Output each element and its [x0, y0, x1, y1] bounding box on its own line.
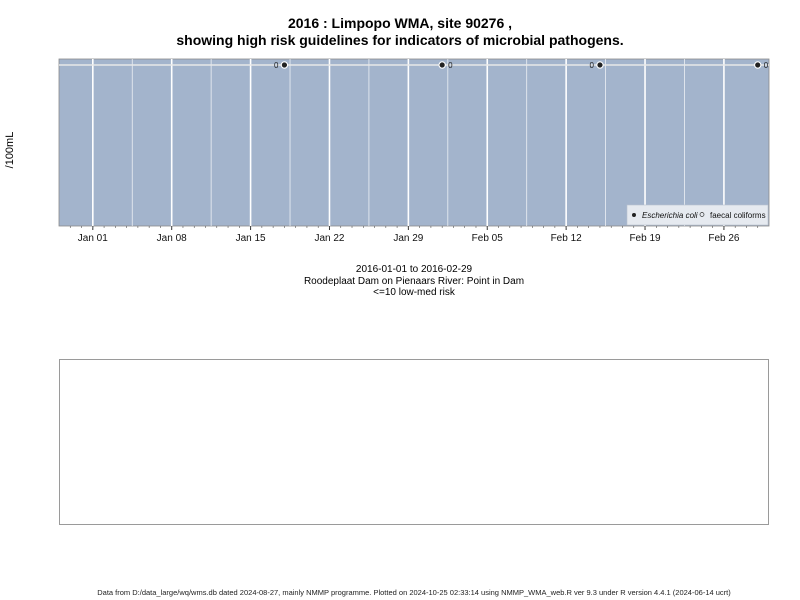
point-value-label: 0	[589, 61, 594, 70]
point-value-label: 0	[448, 61, 453, 70]
faecal-coliform-point	[438, 61, 446, 69]
faecal-coliform-point	[754, 61, 762, 69]
faecal-coliform-point	[280, 61, 289, 69]
legend-label-e-coli: Escherichia coli	[642, 211, 698, 220]
chart-title-line1: 2016 : Limpopo WMA, site 90276 ,	[287, 15, 513, 31]
x-axis: Jan 01 Jan 08 Jan 15 Jan 22 Jan 29 Feb 05 Feb …	[69, 226, 759, 244]
major-gridlines	[59, 59, 769, 226]
footer-note: Data from D:/data_large/wq/wms.db dated …	[97, 588, 731, 597]
x-tick-label: Jan 22	[314, 233, 344, 244]
e-coli-point	[439, 62, 445, 68]
x-tick-label: Jan 08	[157, 233, 187, 244]
data-points: 0 0 0 0	[274, 61, 769, 70]
x-tick-label: Jan 29	[393, 233, 423, 244]
e-coli-point	[755, 62, 761, 68]
x-tick-label: Jan 01	[78, 233, 108, 244]
legend-box	[626, 204, 769, 226]
point-value-label: 0	[274, 61, 279, 70]
x-tick-label: Feb 26	[708, 233, 740, 244]
empty-chart-panel	[59, 359, 769, 525]
x-tick-label: Jan 15	[236, 233, 266, 244]
e-coli-point	[281, 62, 288, 68]
legend-key-e-coli	[632, 213, 636, 217]
point-value-label: 0	[764, 61, 769, 70]
chart-title-line2: showing high risk guidelines for indicat…	[176, 32, 624, 48]
legend: Escherichia coli faecal coliforms	[626, 204, 769, 226]
minor-gridlines	[131, 59, 685, 226]
x-tick-label: Feb 19	[629, 233, 661, 244]
plot-panel	[58, 58, 770, 227]
faecal-coliform-point	[596, 61, 604, 69]
legend-label-faecal-coliforms: faecal coliforms	[710, 211, 766, 220]
caption-site-name: Roodeplaat Dam on Pienaars River: Point …	[303, 276, 525, 287]
e-coli-point	[597, 62, 603, 68]
x-tick-label: Feb 05	[472, 233, 504, 244]
legend-key-faecal-coliforms	[699, 212, 705, 217]
caption-date-range: 2016-01-01 to 2016-02-29	[355, 264, 473, 275]
caption-risk-note: <=10 low-med risk	[373, 287, 455, 298]
x-tick-label: Feb 12	[551, 233, 583, 244]
